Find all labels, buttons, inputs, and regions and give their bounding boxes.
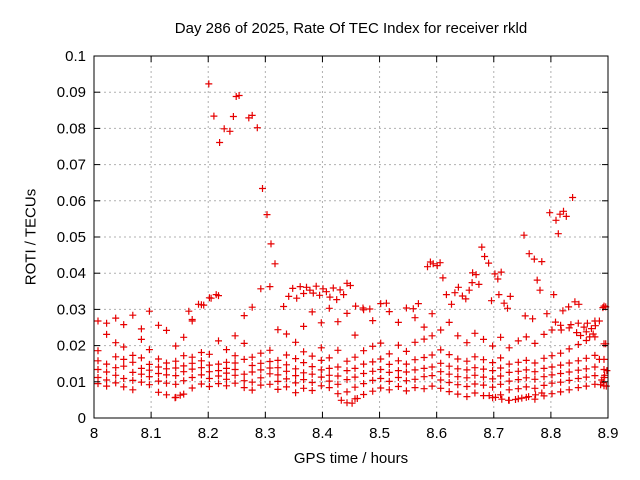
y-tick-label: 0.01 <box>57 374 86 391</box>
x-tick-label: 8.5 <box>369 425 390 442</box>
y-tick-label: 0.02 <box>57 338 86 355</box>
y-tick-label: 0.09 <box>57 84 86 101</box>
x-tick-label: 8.2 <box>198 425 219 442</box>
y-axis-label: ROTI / TECUs <box>22 188 40 286</box>
x-tick-label: 8.9 <box>598 425 619 442</box>
x-tick-label: 8.7 <box>483 425 504 442</box>
y-tick-label: 0.07 <box>57 157 86 174</box>
y-tick-label: 0.1 <box>65 48 86 65</box>
x-tick-label: 8 <box>90 425 98 442</box>
x-tick-label: 8.3 <box>255 425 276 442</box>
y-tick-label: 0.04 <box>57 265 86 282</box>
y-tick-label: 0.03 <box>57 301 86 318</box>
x-tick-label: 8.8 <box>540 425 561 442</box>
y-tick-label: 0.05 <box>57 229 86 246</box>
scatter-points <box>94 80 611 407</box>
x-tick-label: 8.6 <box>426 425 447 442</box>
x-tick-label: 8.4 <box>312 425 333 442</box>
y-tick-label: 0 <box>78 410 86 427</box>
x-tick-label: 8.1 <box>141 425 162 442</box>
y-tick-label: 0.06 <box>57 193 86 210</box>
y-tick-label: 0.08 <box>57 120 86 137</box>
x-axis-label: GPS time / hours <box>293 450 409 467</box>
chart-title: Day 286 of 2025, Rate Of TEC Index for r… <box>174 20 528 37</box>
